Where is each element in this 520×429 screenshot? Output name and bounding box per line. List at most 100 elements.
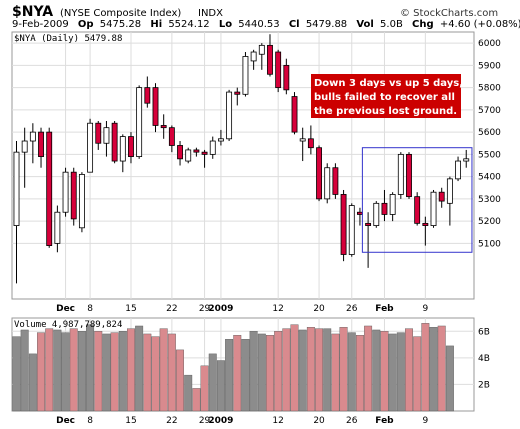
candle-body [111, 122, 118, 162]
annotation-line-2: bulls failed to recover all [314, 92, 455, 103]
candle [95, 121, 102, 150]
vol-label: Vol [356, 19, 374, 30]
candle-body [332, 167, 339, 195]
volume-x-tick-label: 29 [199, 416, 211, 426]
price-y-axis: 5100 5200 5300 5400 5500 5600 5700 5800 5900 6000 [478, 39, 501, 249]
price-candles [13, 34, 470, 284]
volume-bar [77, 331, 86, 412]
annotation-line-1: Down 3 days vs up 5 days, [314, 78, 463, 89]
candle [250, 49, 257, 70]
candle-body [13, 151, 20, 226]
volume-bar [208, 353, 217, 412]
exchange-label: INDX [198, 8, 223, 19]
price-x-tick-label: 22 [166, 304, 177, 314]
volume-bar [216, 360, 225, 412]
candle [406, 152, 412, 199]
volume-bar [110, 332, 119, 412]
candle-body [438, 191, 445, 202]
volume-bar [20, 329, 29, 412]
annotation-line-3: the previous lost ground. [314, 106, 457, 117]
price-panel-title: $NYA (Daily) 5479.88 [14, 34, 122, 44]
candle [389, 192, 396, 222]
candle-body [95, 122, 102, 144]
open-label: Op [78, 19, 94, 30]
candle [299, 127, 306, 162]
high-value: 5524.12 [168, 19, 209, 30]
price-y-tick-label: 5200 [478, 217, 501, 227]
candle [209, 136, 216, 159]
candle [324, 163, 331, 204]
candle-body [54, 211, 61, 244]
volume-bar [12, 336, 21, 412]
candle-body [258, 44, 265, 55]
volume-y-tick-label: 2B [478, 380, 490, 390]
candle [242, 52, 249, 97]
candle-body [373, 202, 380, 226]
volume-x-tick-label: 12 [272, 416, 283, 426]
volume-bar [225, 339, 234, 412]
volume-bar [241, 339, 250, 412]
candle [258, 43, 265, 70]
volume-x-tick-label: Dec [56, 416, 75, 426]
candle-body [389, 194, 396, 215]
price-y-tick-label: 5800 [478, 84, 501, 94]
price-x-tick-label: 15 [125, 304, 136, 314]
volume-x-tick-label: 20 [313, 416, 325, 426]
volume-bar [86, 324, 95, 412]
candle-body [299, 138, 306, 142]
volume-bar [421, 323, 430, 412]
candle [54, 205, 61, 253]
candle [111, 121, 118, 164]
volume-bar [388, 333, 397, 412]
candle-body [70, 171, 77, 220]
volume-y-tick-label: 6B [478, 327, 490, 337]
candle-body [446, 178, 453, 204]
volume-bar [364, 325, 373, 412]
volume-bar [53, 329, 62, 412]
chg-label: Chg [412, 19, 434, 30]
price-y-tick-label: 5300 [478, 195, 501, 205]
high-label: Hi [150, 19, 162, 30]
candle-body [340, 194, 347, 255]
candle-body [242, 56, 249, 95]
candle [185, 147, 192, 164]
candle-body [283, 64, 290, 91]
volume-bar [61, 332, 70, 412]
volume-bar [339, 327, 348, 412]
candle-body [234, 91, 241, 95]
candle-body [152, 87, 159, 126]
candle [87, 118, 94, 173]
candle [78, 172, 85, 233]
chg-value: +4.60 (+0.08%) [440, 19, 520, 30]
candle [430, 189, 437, 228]
volume-bar [282, 328, 291, 412]
price-y-tick-label: 5500 [478, 150, 501, 160]
price-x-tick-label: 20 [313, 304, 325, 314]
price-x-tick-label: Dec [56, 304, 75, 314]
volume-bar [372, 329, 381, 412]
candle [193, 147, 200, 157]
volume-bar [306, 327, 315, 412]
close-label: Cl [289, 19, 300, 30]
candle-body [185, 149, 192, 162]
candle-body [29, 131, 36, 142]
price-y-tick-label: 5100 [478, 239, 501, 249]
price-y-tick-label: 5400 [478, 173, 501, 183]
watermark: © StockCharts.com [400, 8, 498, 19]
candle [365, 212, 372, 268]
candle-body [160, 125, 167, 129]
volume-bar [37, 332, 45, 412]
candle-body [422, 222, 429, 226]
candle-body [128, 136, 134, 157]
candle-body [356, 211, 363, 215]
volume-bar [437, 325, 446, 412]
volume-bar [396, 332, 405, 412]
price-y-tick-label: 5700 [478, 106, 501, 116]
candle [46, 127, 53, 248]
volume-bar [151, 336, 160, 412]
candle [234, 87, 241, 106]
candle-body [365, 222, 372, 226]
volume-panel-title: Volume 4,987,789,824 [14, 320, 122, 330]
highlight-box [361, 147, 473, 253]
